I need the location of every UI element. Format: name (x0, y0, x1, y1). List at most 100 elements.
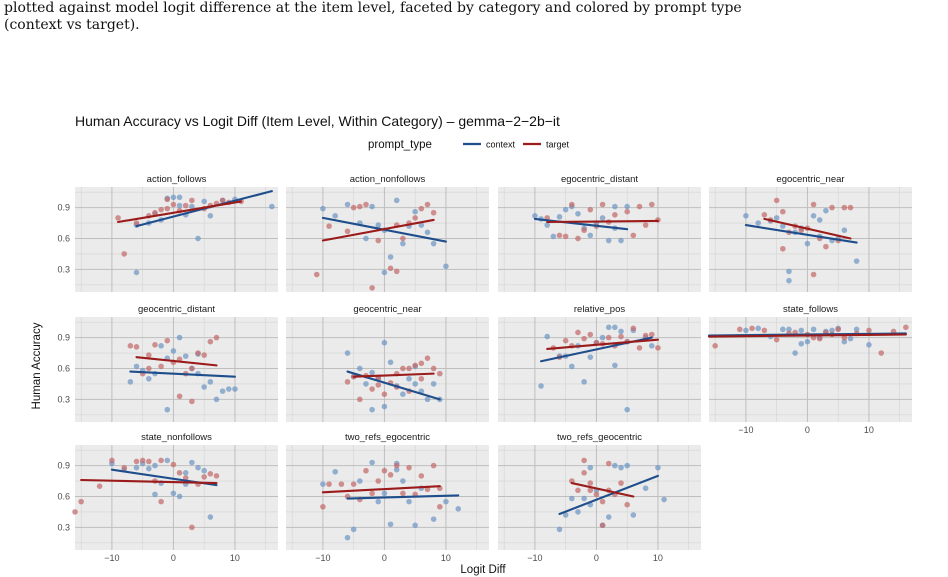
target-point (387, 265, 394, 272)
target-point (78, 498, 84, 505)
context-point (320, 481, 326, 487)
target-point (816, 335, 823, 342)
context-point (556, 214, 563, 220)
context-point (569, 363, 575, 370)
target-point (213, 334, 220, 341)
facet-panel: relative_pos (498, 304, 701, 422)
context-point (443, 498, 449, 505)
target-point (630, 325, 637, 332)
target-point (424, 355, 431, 361)
target-point (363, 201, 369, 208)
context-point (146, 375, 152, 382)
facet-strip-label: state_follows (783, 304, 838, 315)
context-point (424, 229, 431, 236)
target-point (618, 480, 624, 486)
x-tick-label: −10 (315, 553, 330, 563)
target-point (575, 329, 581, 336)
target-point (133, 220, 140, 226)
facet-strip-label: two_refs_egocentric (345, 432, 430, 443)
target-fit-line (763, 217, 852, 240)
context-point (430, 516, 437, 522)
context-point (207, 379, 214, 385)
facet-strip-label: egocentric_near (776, 174, 844, 185)
context-point (182, 353, 189, 359)
context-point (618, 464, 624, 471)
context-point (853, 258, 860, 264)
facet-strip-label: relative_pos (574, 304, 625, 315)
context-point (176, 194, 183, 201)
target-point (736, 326, 743, 333)
target-point (847, 204, 854, 211)
context-point (612, 324, 618, 331)
x-tick-label: 10 (653, 553, 663, 563)
target-point (761, 211, 768, 218)
target-point (418, 375, 425, 382)
context-point (213, 396, 220, 403)
context-point (532, 213, 538, 219)
context-point (430, 240, 437, 247)
target-point (357, 396, 363, 403)
target-point (436, 370, 443, 377)
target-point (133, 458, 140, 465)
context-point (798, 340, 805, 347)
context-point (412, 381, 418, 387)
context-point (357, 478, 363, 484)
context-fit-line (533, 217, 629, 231)
context-point (581, 495, 587, 502)
target-point (357, 203, 363, 210)
context-point (780, 223, 786, 229)
context-point (624, 462, 630, 469)
target-point (581, 469, 587, 476)
target-point (96, 483, 103, 489)
context-point (375, 222, 382, 228)
target-point (780, 245, 786, 252)
target-point (326, 223, 332, 229)
context-point (424, 396, 431, 403)
target-point (176, 469, 183, 476)
target-point (749, 325, 755, 332)
x-tick-label: 10 (864, 425, 874, 435)
context-point (369, 406, 375, 413)
target-fit-line (570, 482, 635, 498)
target-point (146, 352, 152, 358)
target-point (575, 487, 581, 494)
context-point (375, 498, 382, 505)
facet-panel: two_refs_egocentric −10 0 10 (286, 432, 489, 563)
target-point (344, 379, 351, 385)
context-point (195, 235, 201, 242)
context-point (170, 348, 177, 354)
context-point (164, 406, 171, 413)
context-point (544, 222, 551, 228)
context-point (189, 459, 195, 466)
context-point (400, 391, 406, 398)
target-point (624, 501, 630, 508)
target-point (344, 228, 351, 235)
context-point (344, 201, 351, 208)
context-point (430, 381, 437, 387)
target-point (201, 474, 207, 480)
target-point (170, 201, 177, 208)
context-point (816, 217, 823, 223)
facet-panel: egocentric_distant (498, 174, 701, 292)
target-point (810, 271, 817, 278)
context-point (164, 457, 171, 464)
target-point (158, 498, 164, 505)
facet-panel: egocentric_near (709, 174, 912, 292)
y-tick-label: 0.3 (57, 522, 70, 532)
context-point (575, 210, 581, 217)
target-fit-line (117, 200, 243, 224)
target-point (418, 205, 425, 212)
context-point (786, 268, 792, 275)
target-point (146, 458, 152, 465)
y-tick-label: 0.6 (57, 233, 70, 243)
target-fit-line (546, 219, 659, 224)
facet-strip-label: geocentric_distant (138, 304, 215, 315)
context-point (810, 213, 817, 219)
context-point (655, 464, 661, 471)
y-axis-label: Human Accuracy (31, 322, 43, 409)
panel-background (498, 317, 701, 422)
target-point (569, 201, 575, 208)
target-point (412, 215, 418, 221)
target-point (436, 503, 443, 510)
